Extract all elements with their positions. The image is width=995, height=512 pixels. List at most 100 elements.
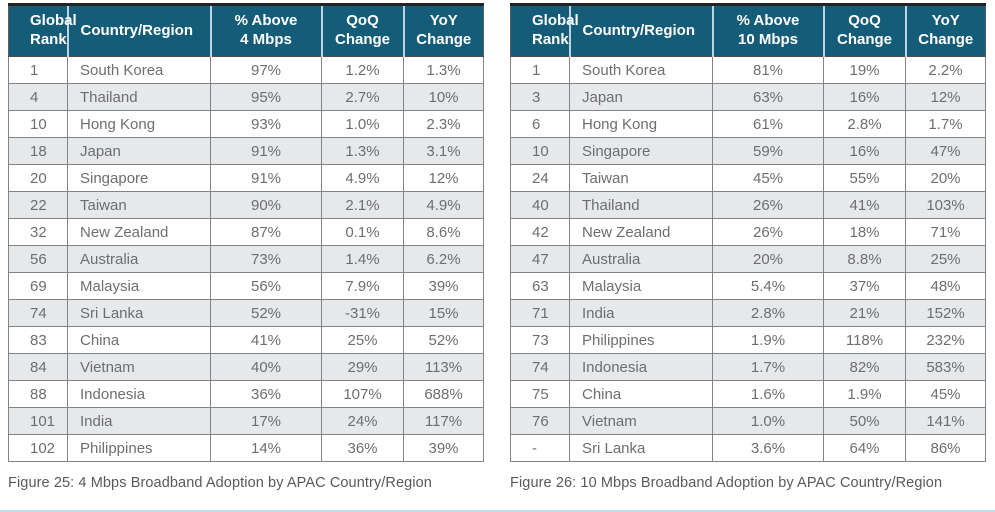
cell-global-rank: 56 bbox=[8, 245, 68, 273]
cell-pct-above: 97% bbox=[210, 56, 322, 84]
cell-country-region: Vietnam bbox=[569, 407, 713, 435]
cell-global-rank: 83 bbox=[8, 326, 68, 354]
cell-global-rank: 1 bbox=[8, 56, 68, 84]
cell-yoy-change: 2.2% bbox=[905, 56, 986, 84]
cell-pct-above: 20% bbox=[712, 245, 824, 273]
cell-qoq-change: 21% bbox=[823, 299, 906, 327]
cell-qoq-change: 0.1% bbox=[321, 218, 404, 246]
cell-qoq-change: 1.3% bbox=[321, 137, 404, 165]
cell-yoy-change: 141% bbox=[905, 407, 986, 435]
table-row: 74 Indonesia 1.7% 82% 583% bbox=[510, 353, 986, 381]
cell-country-region: Thailand bbox=[569, 191, 713, 219]
cell-country-region: Australia bbox=[569, 245, 713, 273]
cell-global-rank: 74 bbox=[8, 299, 68, 327]
cell-qoq-change: 16% bbox=[823, 83, 906, 111]
cell-yoy-change: 86% bbox=[905, 434, 986, 462]
cell-yoy-change: 47% bbox=[905, 137, 986, 165]
table-row: 88 Indonesia 36% 107% 688% bbox=[8, 380, 484, 408]
figure-25-caption: Figure 25: 4 Mbps Broadband Adoption by … bbox=[8, 475, 432, 491]
cell-global-rank: - bbox=[510, 434, 570, 462]
page-bottom-rule bbox=[0, 510, 995, 512]
cell-global-rank: 3 bbox=[510, 83, 570, 111]
cell-global-rank: 74 bbox=[510, 353, 570, 381]
cell-country-region: Japan bbox=[67, 137, 211, 165]
column-header-pct-above: % Above 10 Mbps bbox=[711, 4, 824, 57]
table-row: - Sri Lanka 3.6% 64% 86% bbox=[510, 434, 986, 462]
figures-row: Global Rank Country/Region% Above 4 Mbps Q… bbox=[8, 3, 986, 491]
cell-pct-above: 91% bbox=[210, 137, 322, 165]
table-row: 71 India 2.8% 21% 152% bbox=[510, 299, 986, 327]
figure-26-caption: Figure 26: 10 Mbps Broadband Adoption by… bbox=[510, 475, 943, 491]
cell-qoq-change: 8.8% bbox=[823, 245, 906, 273]
cell-country-region: China bbox=[67, 326, 211, 354]
cell-qoq-change: 2.1% bbox=[321, 191, 404, 219]
cell-country-region: Taiwan bbox=[569, 164, 713, 192]
cell-yoy-change: 6.2% bbox=[403, 245, 484, 273]
table-row: 1 South Korea 81% 19% 2.2% bbox=[510, 56, 986, 84]
table-row: 47 Australia 20% 8.8% 25% bbox=[510, 245, 986, 273]
cell-pct-above: 1.6% bbox=[712, 380, 824, 408]
cell-global-rank: 6 bbox=[510, 110, 570, 138]
cell-qoq-change: 16% bbox=[823, 137, 906, 165]
cell-yoy-change: 117% bbox=[403, 407, 484, 435]
cell-yoy-change: 10% bbox=[403, 83, 484, 111]
cell-qoq-change: 25% bbox=[321, 326, 404, 354]
cell-pct-above: 1.9% bbox=[712, 326, 824, 354]
table-row: 20 Singapore 91% 4.9% 12% bbox=[8, 164, 484, 192]
cell-country-region: Japan bbox=[569, 83, 713, 111]
cell-yoy-change: 8.6% bbox=[403, 218, 484, 246]
cell-qoq-change: 37% bbox=[823, 272, 906, 300]
column-header-global-rank: Global Rank bbox=[8, 4, 77, 57]
table-10mbps: Global Rank Country/Region% Above 10 Mbps… bbox=[510, 3, 986, 462]
cell-global-rank: 24 bbox=[510, 164, 570, 192]
cell-pct-above: 59% bbox=[712, 137, 824, 165]
cell-yoy-change: 1.3% bbox=[403, 56, 484, 84]
cell-country-region: South Korea bbox=[67, 56, 211, 84]
cell-global-rank: 32 bbox=[8, 218, 68, 246]
cell-global-rank: 18 bbox=[8, 137, 68, 165]
cell-pct-above: 52% bbox=[210, 299, 322, 327]
cell-yoy-change: 2.3% bbox=[403, 110, 484, 138]
cell-pct-above: 91% bbox=[210, 164, 322, 192]
cell-country-region: Philippines bbox=[67, 434, 211, 462]
cell-country-region: Taiwan bbox=[67, 191, 211, 219]
cell-yoy-change: 3.1% bbox=[403, 137, 484, 165]
cell-yoy-change: 688% bbox=[403, 380, 484, 408]
cell-country-region: Indonesia bbox=[67, 380, 211, 408]
cell-global-rank: 88 bbox=[8, 380, 68, 408]
table-row: 4 Thailand 95% 2.7% 10% bbox=[8, 83, 484, 111]
column-header-country-region: Country/Region bbox=[66, 4, 211, 57]
cell-country-region: China bbox=[569, 380, 713, 408]
table-row: 76 Vietnam 1.0% 50% 141% bbox=[510, 407, 986, 435]
cell-global-rank: 75 bbox=[510, 380, 570, 408]
cell-qoq-change: 1.9% bbox=[823, 380, 906, 408]
cell-country-region: Vietnam bbox=[67, 353, 211, 381]
table-row: 83 China 41% 25% 52% bbox=[8, 326, 484, 354]
table-row: 75 China 1.6% 1.9% 45% bbox=[510, 380, 986, 408]
cell-qoq-change: 24% bbox=[321, 407, 404, 435]
cell-qoq-change: 1.4% bbox=[321, 245, 404, 273]
cell-country-region: Malaysia bbox=[569, 272, 713, 300]
column-header-pct-above: % Above 4 Mbps bbox=[209, 4, 322, 57]
table-row: 101 India 17% 24% 117% bbox=[8, 407, 484, 435]
cell-pct-above: 90% bbox=[210, 191, 322, 219]
cell-qoq-change: 82% bbox=[823, 353, 906, 381]
cell-yoy-change: 583% bbox=[905, 353, 986, 381]
data-table: Global Rank Country/Region% Above 10 Mbps… bbox=[510, 3, 986, 462]
cell-country-region: New Zealand bbox=[67, 218, 211, 246]
table-row: 102 Philippines 14% 36% 39% bbox=[8, 434, 484, 462]
table-row: 10 Hong Kong 93% 1.0% 2.3% bbox=[8, 110, 484, 138]
cell-global-rank: 1 bbox=[510, 56, 570, 84]
cell-qoq-change: 1.0% bbox=[321, 110, 404, 138]
cell-yoy-change: 15% bbox=[403, 299, 484, 327]
cell-pct-above: 5.4% bbox=[712, 272, 824, 300]
header-row: Global Rank Country/Region% Above 10 Mbps… bbox=[510, 4, 986, 57]
table-row: 32 New Zealand 87% 0.1% 8.6% bbox=[8, 218, 484, 246]
table-row: 63 Malaysia 5.4% 37% 48% bbox=[510, 272, 986, 300]
cell-yoy-change: 52% bbox=[403, 326, 484, 354]
cell-country-region: India bbox=[569, 299, 713, 327]
cell-yoy-change: 152% bbox=[905, 299, 986, 327]
cell-qoq-change: 1.2% bbox=[321, 56, 404, 84]
cell-country-region: Australia bbox=[67, 245, 211, 273]
cell-global-rank: 73 bbox=[510, 326, 570, 354]
